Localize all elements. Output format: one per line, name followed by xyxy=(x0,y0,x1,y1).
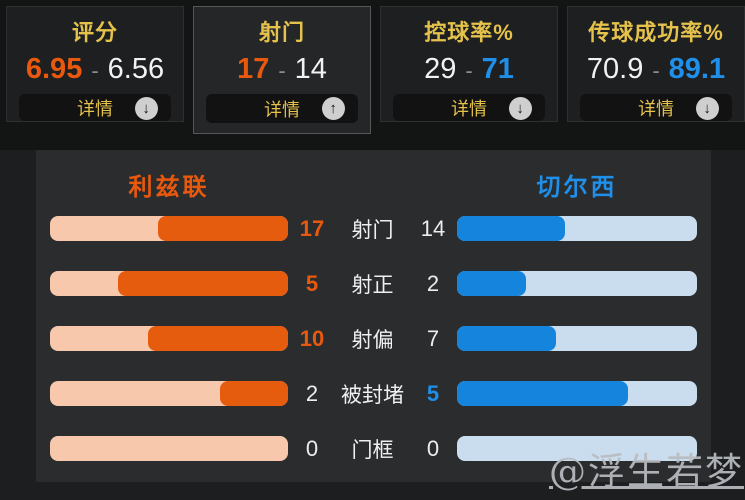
tab-possession[interactable]: 控球率% 29 - 71 详情 ↓ xyxy=(380,6,558,122)
tab-shots[interactable]: 射门 17 - 14 详情 ↑ xyxy=(193,6,371,134)
stat-tabs: 评分 6.95 - 6.56 详情 ↓ 射门 17 - 14 xyxy=(6,6,745,134)
separator: - xyxy=(652,58,660,83)
team-names-row: 利兹联 切尔西 xyxy=(36,150,711,201)
separator: - xyxy=(278,58,286,83)
tab-title: 射门 xyxy=(258,20,305,45)
tab-values: 29 - 71 xyxy=(424,53,514,86)
details-button-label: 详情 xyxy=(637,98,674,119)
tab-title: 评分 xyxy=(71,20,118,45)
stat-label: 射正 xyxy=(351,273,394,297)
stat-row: 10 射偏 7 xyxy=(50,325,697,352)
home-stat-value: 0 xyxy=(305,435,319,461)
stat-label: 射门 xyxy=(351,218,394,242)
separator: - xyxy=(91,58,99,83)
arrow-up-icon: ↑ xyxy=(321,97,345,120)
home-bar xyxy=(50,436,288,461)
away-value: 14 xyxy=(294,53,327,85)
home-stat-value: 2 xyxy=(305,380,319,406)
home-bar-fill xyxy=(148,326,288,351)
details-button[interactable]: 详情 ↓ xyxy=(19,94,171,121)
details-button-label: 详情 xyxy=(450,98,487,119)
stats-panel: 利兹联 切尔西 17 射门 14 5 射正 2 10 射偏 7 2 被封堵 5 0 门框 0 xyxy=(36,150,711,482)
tab-values: 17 - 14 xyxy=(237,53,327,86)
home-bar xyxy=(50,216,288,241)
home-value: 29 xyxy=(424,53,457,85)
stat-row: 2 被封堵 5 xyxy=(50,380,697,407)
details-button[interactable]: 详情 ↓ xyxy=(393,94,545,121)
details-button-label: 详情 xyxy=(263,99,300,120)
stat-row: 0 门框 0 xyxy=(50,435,697,462)
away-value: 89.1 xyxy=(668,53,726,85)
stat-label: 射偏 xyxy=(351,328,394,352)
home-value: 6.95 xyxy=(25,53,83,85)
away-stat-value: 5 xyxy=(426,380,440,406)
tab-rating[interactable]: 评分 6.95 - 6.56 详情 ↓ xyxy=(6,6,184,122)
arrow-down-icon: ↓ xyxy=(134,97,158,120)
home-bar xyxy=(50,271,288,296)
tab-title: 传球成功率% xyxy=(588,20,724,45)
watermark: @浮生若梦 xyxy=(549,450,744,493)
arrow-down-icon: ↓ xyxy=(508,97,532,120)
home-stat-value: 10 xyxy=(299,325,325,351)
home-bar-fill xyxy=(219,381,288,406)
stat-row: 5 射正 2 xyxy=(50,270,697,297)
home-bar-fill xyxy=(118,271,288,296)
away-bar xyxy=(457,216,697,241)
tab-values: 6.95 - 6.56 xyxy=(26,53,164,86)
stat-row: 17 射门 14 xyxy=(50,215,697,242)
tab-pass-success[interactable]: 传球成功率% 70.9 - 89.1 详情 ↓ xyxy=(567,6,745,122)
stat-tabs-bar: 评分 6.95 - 6.56 详情 ↓ 射门 17 - 14 xyxy=(0,0,745,150)
away-bar xyxy=(457,436,697,461)
away-stat-value: 2 xyxy=(426,270,440,296)
away-bar-fill xyxy=(457,326,556,351)
details-button[interactable]: 详情 ↑ xyxy=(206,94,358,123)
away-bar-fill xyxy=(457,381,629,406)
away-value: 6.56 xyxy=(107,53,165,85)
home-stat-value: 5 xyxy=(305,270,319,296)
away-bar xyxy=(457,326,697,351)
away-stat-value: 14 xyxy=(420,215,446,241)
stat-label: 门框 xyxy=(351,438,394,462)
stat-rows: 17 射门 14 5 射正 2 10 射偏 7 2 被封堵 5 0 门框 0 xyxy=(36,215,711,462)
details-button-label: 详情 xyxy=(76,98,113,119)
home-bar-fill xyxy=(157,216,288,241)
home-value: 70.9 xyxy=(586,53,644,85)
away-bar xyxy=(457,381,697,406)
away-bar-fill xyxy=(457,271,526,296)
tab-title: 控球率% xyxy=(424,20,514,45)
away-team-name: 切尔西 xyxy=(536,173,618,201)
stat-label: 被封堵 xyxy=(341,383,404,407)
home-bar xyxy=(50,326,288,351)
away-stat-value: 7 xyxy=(426,325,440,351)
home-team-name: 利兹联 xyxy=(128,173,210,201)
home-stat-value: 17 xyxy=(299,215,325,241)
details-button[interactable]: 详情 ↓ xyxy=(580,94,732,121)
away-bar xyxy=(457,271,697,296)
away-stat-value: 0 xyxy=(426,435,440,461)
away-value: 71 xyxy=(481,53,514,85)
arrow-down-icon: ↓ xyxy=(695,97,719,120)
separator: - xyxy=(465,58,473,83)
home-bar xyxy=(50,381,288,406)
tab-values: 70.9 - 89.1 xyxy=(587,53,725,86)
home-value: 17 xyxy=(237,53,270,85)
away-bar-fill xyxy=(457,216,566,241)
